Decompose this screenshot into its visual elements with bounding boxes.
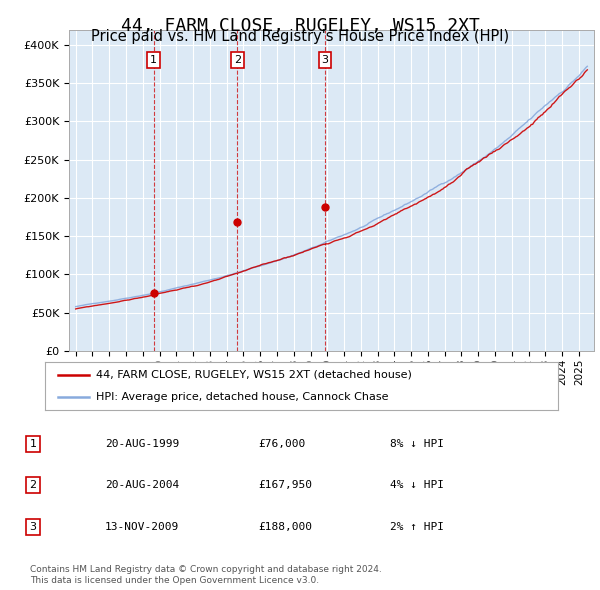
Text: 8% ↓ HPI: 8% ↓ HPI [390,439,444,448]
Text: 2: 2 [29,480,37,490]
Text: 20-AUG-1999: 20-AUG-1999 [105,439,179,448]
Text: Contains HM Land Registry data © Crown copyright and database right 2024.
This d: Contains HM Land Registry data © Crown c… [30,565,382,585]
Text: 44, FARM CLOSE, RUGELEY, WS15 2XT: 44, FARM CLOSE, RUGELEY, WS15 2XT [121,17,479,35]
Text: 4% ↓ HPI: 4% ↓ HPI [390,480,444,490]
Text: 1: 1 [150,55,157,65]
Text: Price paid vs. HM Land Registry's House Price Index (HPI): Price paid vs. HM Land Registry's House … [91,30,509,44]
Text: HPI: Average price, detached house, Cannock Chase: HPI: Average price, detached house, Cann… [97,392,389,402]
Text: 13-NOV-2009: 13-NOV-2009 [105,522,179,532]
Text: £167,950: £167,950 [258,480,312,490]
Text: 3: 3 [29,522,37,532]
Text: £188,000: £188,000 [258,522,312,532]
Text: 3: 3 [322,55,329,65]
Text: 44, FARM CLOSE, RUGELEY, WS15 2XT (detached house): 44, FARM CLOSE, RUGELEY, WS15 2XT (detac… [97,370,412,380]
Text: 20-AUG-2004: 20-AUG-2004 [105,480,179,490]
Text: £76,000: £76,000 [258,439,305,448]
Text: 2: 2 [234,55,241,65]
Text: 1: 1 [29,439,37,448]
Text: 2% ↑ HPI: 2% ↑ HPI [390,522,444,532]
